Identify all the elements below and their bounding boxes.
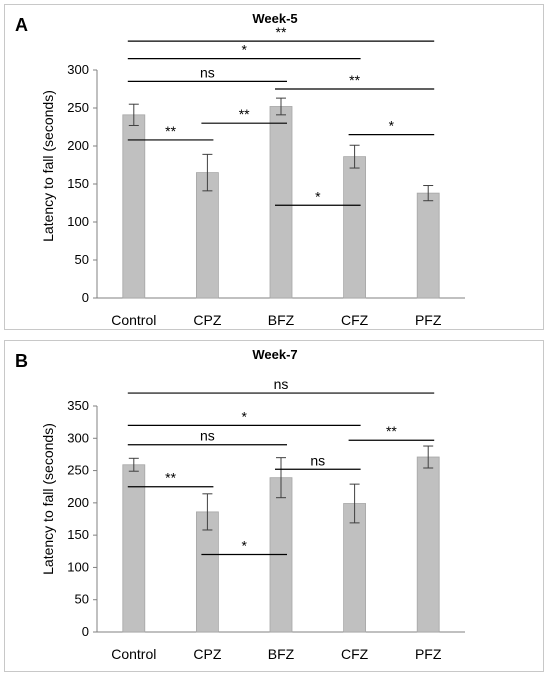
chart-panel-b: B Week-7 Latency to fall (seconds) 0 50 10… bbox=[4, 340, 544, 672]
chart-b-svg: B Week-7 Latency to fall (seconds) 0 50 10… bbox=[15, 347, 465, 662]
chart-a-title: Week-5 bbox=[252, 11, 297, 26]
x-tick-label-pfz: PFZ bbox=[415, 312, 442, 328]
bar-control bbox=[122, 464, 146, 633]
bar-bfz bbox=[269, 106, 293, 299]
bar-pfz bbox=[416, 192, 440, 299]
y-tick-label: 0 bbox=[82, 290, 89, 305]
y-tick-label: 250 bbox=[67, 463, 89, 478]
y-tick-label: 150 bbox=[67, 527, 89, 542]
significance-label: ns bbox=[274, 376, 289, 392]
significance-label: ** bbox=[386, 423, 397, 439]
x-tick-label-control: Control bbox=[111, 312, 156, 328]
significance-label: * bbox=[389, 118, 395, 134]
y-tick-label: 50 bbox=[75, 592, 89, 607]
significance-label: ** bbox=[165, 123, 176, 139]
significance-label: ns bbox=[310, 452, 325, 468]
chart-a-svg: A Week-5 Latency to fall (seconds) 0 50 10… bbox=[15, 11, 465, 328]
chart-b-title: Week-7 bbox=[252, 347, 297, 362]
bar-pfz bbox=[416, 456, 440, 633]
x-tick-label-cpz: CPZ bbox=[193, 312, 221, 328]
chart-b-y-axis-title: Latency to fall (seconds) bbox=[40, 423, 56, 575]
significance-label: ** bbox=[276, 24, 287, 40]
bar-cpz bbox=[195, 172, 219, 299]
x-tick-label-cfz: CFZ bbox=[341, 312, 369, 328]
significance-label: ns bbox=[200, 64, 215, 80]
x-tick-label-pfz: PFZ bbox=[415, 646, 442, 662]
chart-a-y-axis-title: Latency to fall (seconds) bbox=[40, 90, 56, 242]
y-tick-label: 250 bbox=[67, 100, 89, 115]
y-tick-label: 350 bbox=[67, 398, 89, 413]
y-tick-label: 100 bbox=[67, 214, 89, 229]
y-tick-label: 300 bbox=[67, 430, 89, 445]
significance-label: * bbox=[241, 538, 247, 554]
y-tick-label: 150 bbox=[67, 176, 89, 191]
x-tick-label-control: Control bbox=[111, 646, 156, 662]
significance-label: * bbox=[315, 188, 321, 204]
significance-label: ** bbox=[165, 470, 176, 486]
x-tick-label-cpz: CPZ bbox=[193, 646, 221, 662]
panel-label-a: A bbox=[15, 15, 28, 35]
significance-label: * bbox=[241, 42, 247, 58]
significance-label: * bbox=[241, 408, 247, 424]
chart-b-plot: 0 50 100 150 200 250 300 350 Control CPZ BFZ CFZ PFZ… bbox=[67, 376, 465, 662]
panel-label-b: B bbox=[15, 351, 28, 371]
x-tick-label-cfz: CFZ bbox=[341, 646, 369, 662]
bar-control bbox=[122, 114, 146, 299]
x-tick-label-bfz: BFZ bbox=[268, 312, 295, 328]
y-tick-label: 200 bbox=[67, 495, 89, 510]
bar-cfz bbox=[343, 156, 367, 299]
significance-label: ** bbox=[349, 72, 360, 88]
significance-label: ** bbox=[239, 106, 250, 122]
y-tick-label: 100 bbox=[67, 559, 89, 574]
significance-label: ns bbox=[200, 428, 215, 444]
x-tick-label-bfz: BFZ bbox=[268, 646, 295, 662]
y-tick-label: 200 bbox=[67, 138, 89, 153]
y-tick-label: 300 bbox=[67, 62, 89, 77]
y-tick-label: 0 bbox=[82, 624, 89, 639]
chart-panel-a: A Week-5 Latency to fall (seconds) 0 50 10… bbox=[4, 4, 544, 330]
y-tick-label: 50 bbox=[75, 252, 89, 267]
